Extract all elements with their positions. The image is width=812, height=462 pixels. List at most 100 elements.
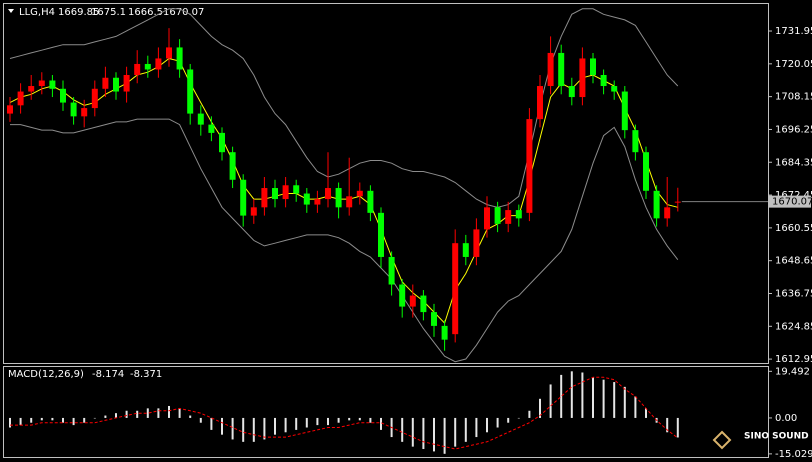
macd-bar [613, 382, 616, 418]
y-tick-label: 1648.65 [775, 256, 812, 267]
macd-bar [539, 398, 541, 418]
macd-bar [401, 417, 404, 442]
candle-body [144, 63, 151, 70]
candle-body [346, 196, 353, 208]
macd-bar [189, 415, 192, 418]
candle-body [155, 58, 162, 70]
candle-body [653, 190, 660, 219]
macd-bar [358, 417, 361, 421]
y-tick-label: 1708.15 [775, 92, 812, 103]
macd-frame [3, 366, 769, 458]
candle-body [229, 152, 236, 180]
macd-bar [93, 417, 96, 419]
y-tick-label: 1660.55 [775, 223, 812, 234]
logo-text: SINO SOUND [744, 432, 809, 442]
macd-bar [337, 417, 340, 423]
macd-bar [72, 417, 75, 426]
macd-bar [9, 417, 11, 428]
logo: SINO SOUND [712, 430, 809, 450]
macd-bar [83, 417, 86, 423]
candle-body [113, 77, 119, 92]
candle-body [250, 207, 257, 216]
candle-body [38, 80, 45, 87]
signal-value: -8.371 [130, 369, 162, 380]
macd-bar [634, 396, 637, 418]
macd-bar [380, 417, 382, 430]
candle-body [537, 86, 543, 120]
candle-body [621, 91, 628, 131]
macd-bar [464, 417, 467, 442]
candle-body [7, 105, 13, 114]
y-tick-label: 1720.05 [775, 59, 812, 70]
candle-body [473, 229, 480, 257]
macd-bar [231, 417, 234, 440]
macd-bar [560, 374, 563, 418]
macd-title: MACD(12,26,9) [8, 369, 84, 380]
candle-body [643, 152, 649, 191]
y-tick-label: 1624.85 [775, 321, 812, 332]
y-tick-label: 1612.95 [775, 354, 812, 365]
candle-body [303, 193, 310, 205]
indicator-line [9, 8, 679, 208]
macd-bar [62, 417, 64, 423]
candle-body [197, 113, 204, 125]
macd-bar [645, 408, 647, 418]
candle-body [579, 58, 586, 98]
candle-body [431, 312, 437, 326]
candle-body [28, 86, 35, 92]
candle-body [664, 207, 671, 219]
macd-bar [210, 417, 213, 430]
last-price-box [769, 195, 811, 208]
indicator-line [9, 57, 678, 325]
macd-bar [115, 413, 117, 418]
y-tick-label: 19.492 [775, 366, 810, 377]
candle-body [515, 210, 522, 219]
candle-body [91, 88, 98, 109]
y-tick-label: 1731.95 [775, 26, 812, 37]
macd-bar [507, 417, 510, 423]
macd-bar [369, 417, 372, 423]
macd-bar [30, 417, 33, 423]
macd-bar [549, 384, 552, 418]
macd-bar [284, 417, 287, 433]
macd-bar [51, 417, 54, 421]
candle-body [420, 295, 427, 313]
candle-body [409, 295, 416, 307]
candle-body [70, 102, 77, 117]
macd-bar [496, 417, 499, 428]
macd-bar [242, 417, 245, 442]
macd-bar [592, 377, 594, 418]
candle-body [484, 207, 490, 230]
macd-value: -8.174 [92, 369, 124, 380]
candle-body [367, 190, 374, 213]
candle-body [272, 188, 278, 200]
candle-body [81, 108, 88, 117]
macd-bar [454, 417, 457, 447]
candle-body [568, 86, 575, 98]
macd-bar [433, 417, 435, 452]
macd-bar [422, 417, 425, 450]
candle-body [176, 47, 183, 70]
candle-body [547, 52, 554, 87]
macd-bar [570, 371, 573, 418]
candle-body [261, 188, 268, 208]
candle-body [219, 132, 225, 153]
candle-body [335, 188, 342, 208]
macd-bar [602, 379, 605, 418]
price-frame [3, 3, 769, 364]
macd-bar [168, 405, 170, 418]
candle-body [388, 256, 395, 285]
macd-bar [666, 417, 669, 433]
menu-arrow [8, 9, 14, 13]
y-tick-label: 1636.75 [775, 288, 812, 299]
candle-body [452, 243, 459, 335]
logo-icon [712, 430, 732, 450]
macd-bar [443, 417, 446, 454]
macd-bar [486, 417, 488, 433]
macd-bar [19, 417, 22, 426]
candle-body [378, 212, 384, 257]
macd-bar [274, 417, 276, 435]
macd-bar [348, 417, 351, 421]
